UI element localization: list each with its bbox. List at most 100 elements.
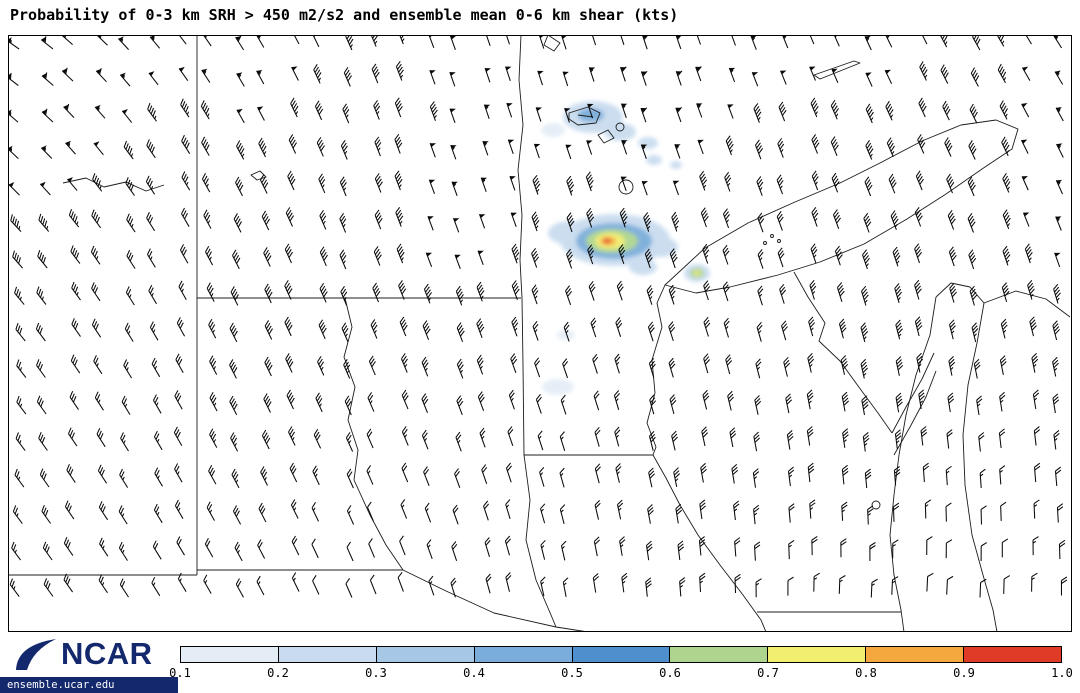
- wind-barb: [476, 318, 485, 338]
- wind-barb-pennant: [63, 104, 69, 110]
- wind-barb: [978, 432, 985, 452]
- wind-barb: [534, 357, 541, 378]
- wind-barb: [209, 428, 218, 448]
- wind-barb-staff: [619, 536, 626, 556]
- wind-barb-staff: [284, 243, 293, 264]
- wind-barb: [319, 209, 327, 230]
- wind-barb: [648, 467, 655, 488]
- wind-barb: [811, 134, 820, 154]
- wind-barb: [231, 468, 240, 489]
- wind-barb: [174, 463, 183, 483]
- wind-barb-staff: [449, 71, 456, 87]
- wind-barb-staff: [400, 353, 408, 373]
- wind-barb: [621, 139, 628, 155]
- wind-barb-staff: [865, 72, 873, 87]
- probability-blob: [604, 123, 636, 141]
- wind-barb: [124, 322, 134, 342]
- wind-barb: [41, 108, 54, 123]
- lake-of-the-woods-outline: [543, 35, 561, 52]
- wind-barb-pennant: [65, 140, 71, 146]
- wind-barb-staff: [511, 316, 519, 337]
- wind-barb: [838, 318, 847, 339]
- wind-barb: [119, 72, 131, 87]
- wind-barb: [125, 286, 135, 306]
- wind-barb-staff: [729, 427, 737, 448]
- wind-barb-staff: [36, 286, 47, 305]
- wind-barb: [559, 431, 566, 452]
- wind-barb-staff: [592, 353, 599, 374]
- wind-barb: [311, 538, 319, 559]
- wind-barb-staff: [1033, 426, 1041, 446]
- wind-barb: [479, 427, 486, 448]
- wind-barb-staff: [1055, 216, 1062, 231]
- wind-barb: [41, 505, 52, 524]
- wind-barb-staff: [863, 212, 872, 233]
- wind-barb: [535, 107, 542, 122]
- wind-barb: [119, 578, 129, 598]
- wind-barb-pennant: [118, 36, 124, 42]
- wind-barb: [398, 280, 407, 300]
- wind-barb-staff: [810, 97, 819, 118]
- wind-barb: [669, 394, 677, 415]
- wind-barb-staff: [449, 35, 456, 50]
- wind-barb-staff: [698, 536, 706, 556]
- wind-barb-staff: [640, 144, 647, 159]
- wind-barb: [291, 66, 299, 81]
- wind-barb-staff: [421, 393, 429, 413]
- wind-barb: [594, 426, 601, 447]
- wind-barb-staff: [346, 468, 354, 489]
- wind-barb: [424, 502, 432, 523]
- wind-barb-staff: [119, 578, 129, 598]
- wind-barb: [374, 136, 382, 157]
- wind-barb-staff: [11, 541, 22, 561]
- wind-barb: [401, 462, 409, 483]
- wind-barb-staff: [8, 184, 20, 196]
- wind-barb-staff: [427, 216, 434, 231]
- wind-barb-staff: [1031, 352, 1039, 373]
- wind-barb-staff: [399, 316, 408, 337]
- wind-barb: [694, 35, 702, 45]
- wind-barb: [148, 71, 159, 86]
- wind-barb-staff: [613, 390, 620, 410]
- wind-barb-staff: [12, 250, 23, 269]
- wind-barb: [841, 501, 848, 521]
- wind-barb: [946, 575, 954, 595]
- wind-barb: [838, 575, 846, 594]
- wind-barb: [287, 170, 296, 191]
- wind-barb-staff: [733, 500, 740, 521]
- wind-barb-staff: [123, 140, 134, 160]
- wind-barb: [809, 66, 816, 81]
- wind-barb-staff: [485, 573, 492, 594]
- wind-barb-staff: [971, 322, 979, 343]
- wind-barb: [755, 139, 764, 160]
- wind-barb: [39, 181, 51, 196]
- wind-barb-staff: [449, 108, 456, 123]
- wind-barb-staff: [400, 499, 408, 519]
- wind-barb-staff: [369, 574, 377, 595]
- wind-barb-staff: [967, 212, 976, 233]
- wind-barb: [540, 576, 546, 597]
- wind-barb-staff: [176, 317, 186, 337]
- wind-barb: [565, 144, 572, 160]
- wind-barb-staff: [614, 353, 621, 374]
- wind-barb-staff: [722, 281, 730, 302]
- wind-barb-staff: [675, 503, 683, 524]
- wind-barb-staff: [1002, 209, 1011, 230]
- wind-barb-staff: [869, 542, 876, 561]
- wind-barb-staff: [312, 575, 320, 595]
- wind-barb-staff: [588, 280, 596, 301]
- wind-barb: [1033, 462, 1041, 483]
- wind-barb-pennant: [40, 181, 46, 187]
- wind-barb: [340, 286, 348, 306]
- wind-barb-staff: [476, 281, 485, 302]
- wind-barb-staff: [813, 572, 820, 592]
- wind-barb-staff: [341, 322, 349, 343]
- wind-barb-staff: [97, 464, 108, 484]
- wind-barb: [178, 280, 187, 300]
- wind-barb-staff: [945, 465, 952, 486]
- wind-barb: [614, 426, 621, 447]
- wind-barb: [559, 467, 565, 488]
- wind-barb-staff: [12, 505, 23, 524]
- leech-lake-outline: [597, 129, 615, 144]
- wind-barb-staff: [395, 61, 404, 81]
